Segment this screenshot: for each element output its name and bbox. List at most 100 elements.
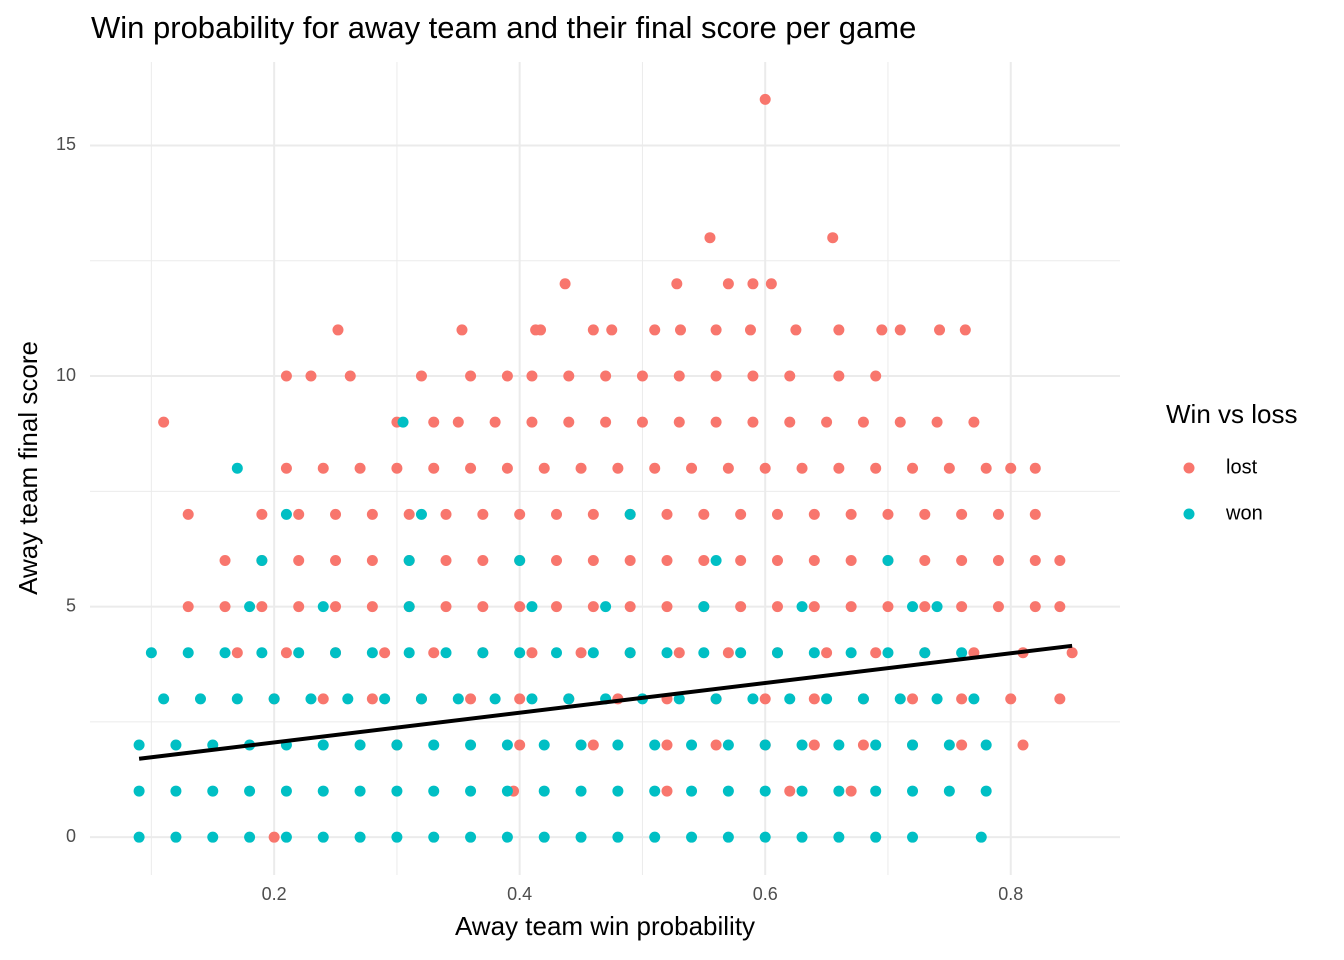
point bbox=[526, 601, 538, 613]
point bbox=[1005, 462, 1017, 474]
point bbox=[514, 508, 526, 520]
point bbox=[317, 831, 329, 843]
point bbox=[587, 601, 599, 613]
point bbox=[833, 462, 845, 474]
point bbox=[317, 601, 329, 613]
point bbox=[332, 324, 344, 336]
point bbox=[833, 739, 845, 751]
point bbox=[465, 370, 477, 382]
y-tick-label: 0 bbox=[66, 826, 76, 846]
point bbox=[956, 739, 968, 751]
point bbox=[808, 739, 820, 751]
point bbox=[624, 647, 636, 659]
point bbox=[606, 324, 618, 336]
point bbox=[759, 693, 771, 705]
point bbox=[876, 324, 888, 336]
point bbox=[575, 785, 587, 797]
point bbox=[710, 739, 722, 751]
point bbox=[231, 693, 243, 705]
point bbox=[649, 462, 661, 474]
point bbox=[145, 647, 157, 659]
point bbox=[158, 693, 170, 705]
point bbox=[943, 462, 955, 474]
point bbox=[501, 831, 513, 843]
point bbox=[465, 739, 477, 751]
point bbox=[501, 739, 513, 751]
point bbox=[975, 831, 987, 843]
point bbox=[673, 370, 685, 382]
point bbox=[1054, 554, 1066, 566]
point bbox=[366, 647, 378, 659]
point bbox=[293, 554, 305, 566]
point bbox=[207, 831, 219, 843]
point bbox=[636, 416, 648, 428]
point bbox=[661, 647, 673, 659]
point bbox=[894, 693, 906, 705]
point bbox=[391, 739, 403, 751]
point bbox=[980, 785, 992, 797]
y-tick-label: 15 bbox=[56, 134, 76, 154]
point bbox=[514, 693, 526, 705]
point bbox=[796, 739, 808, 751]
point bbox=[759, 831, 771, 843]
point bbox=[870, 831, 882, 843]
point bbox=[256, 508, 268, 520]
point bbox=[894, 324, 906, 336]
point bbox=[280, 785, 292, 797]
point bbox=[956, 693, 968, 705]
point bbox=[391, 462, 403, 474]
point bbox=[354, 831, 366, 843]
point bbox=[280, 831, 292, 843]
point bbox=[686, 785, 698, 797]
point bbox=[170, 831, 182, 843]
point bbox=[882, 554, 894, 566]
point bbox=[980, 462, 992, 474]
point bbox=[477, 554, 489, 566]
point bbox=[649, 739, 661, 751]
point bbox=[735, 508, 747, 520]
point bbox=[845, 601, 857, 613]
point bbox=[244, 831, 256, 843]
point bbox=[366, 554, 378, 566]
point bbox=[587, 324, 599, 336]
trend-line bbox=[138, 643, 1073, 761]
point bbox=[563, 416, 575, 428]
point bbox=[649, 831, 661, 843]
point bbox=[784, 785, 796, 797]
point bbox=[765, 278, 777, 290]
point bbox=[710, 693, 722, 705]
point bbox=[244, 785, 256, 797]
point bbox=[845, 554, 857, 566]
point bbox=[744, 324, 756, 336]
legend-swatch bbox=[1183, 508, 1195, 520]
point bbox=[280, 647, 292, 659]
point bbox=[170, 785, 182, 797]
point bbox=[1066, 647, 1078, 659]
legend-label: won bbox=[1225, 502, 1263, 524]
point bbox=[1005, 693, 1017, 705]
point bbox=[624, 554, 636, 566]
point bbox=[980, 739, 992, 751]
point bbox=[735, 647, 747, 659]
point bbox=[968, 416, 980, 428]
point bbox=[894, 416, 906, 428]
point bbox=[870, 739, 882, 751]
point bbox=[1029, 554, 1041, 566]
point bbox=[882, 601, 894, 613]
point bbox=[526, 693, 538, 705]
point bbox=[624, 508, 636, 520]
point bbox=[698, 508, 710, 520]
point bbox=[710, 324, 722, 336]
point bbox=[882, 647, 894, 659]
point bbox=[415, 370, 427, 382]
point bbox=[796, 601, 808, 613]
point bbox=[535, 324, 547, 336]
point bbox=[771, 508, 783, 520]
point bbox=[992, 508, 1004, 520]
point bbox=[968, 693, 980, 705]
point bbox=[796, 785, 808, 797]
point bbox=[722, 647, 734, 659]
point bbox=[403, 647, 415, 659]
point bbox=[931, 416, 943, 428]
point bbox=[686, 462, 698, 474]
